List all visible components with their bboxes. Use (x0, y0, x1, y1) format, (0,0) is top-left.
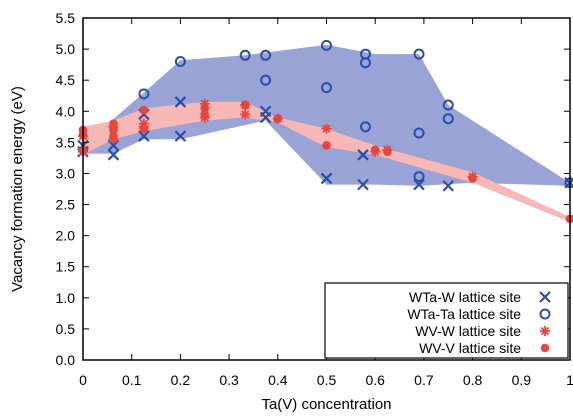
x-axis-label: Ta(V) concentration (261, 396, 391, 413)
point-s1-2 (239, 49, 251, 61)
legend-marker-1 (539, 308, 551, 320)
point-s3-5 (109, 119, 118, 129)
data-markers (77, 39, 573, 224)
x-tick-label-1: 0.1 (122, 372, 142, 388)
point-s1-6 (321, 82, 332, 94)
y-tick-label-0: 0.0 (56, 352, 76, 368)
point-s1-0 (138, 88, 150, 100)
point-s3-7 (139, 105, 149, 115)
x-tick-label-7: 0.7 (414, 372, 434, 388)
point-s3-4 (109, 125, 118, 135)
point-s3-6 (139, 124, 149, 133)
point-s0-2 (107, 149, 120, 161)
point-s1-1 (174, 56, 186, 68)
y-tick-label-6: 3.0 (56, 165, 76, 181)
point-s1-10 (413, 48, 425, 60)
legend-label-2: WV-W lattice site (415, 323, 521, 339)
point-s2-11 (321, 123, 332, 134)
point-s0-10-stroke-b (320, 172, 333, 185)
y-tick-label-1: 0.5 (56, 321, 76, 337)
series-3 (78, 100, 573, 224)
point-s3-14 (383, 147, 392, 156)
point-s1-3 (260, 49, 272, 61)
point-s1-5 (321, 39, 332, 51)
legend-marker-3 (540, 343, 550, 353)
point-s2-11-ray-3 (322, 124, 331, 133)
point-s0-6-stroke-b (174, 130, 187, 142)
point-s0-11-stroke-b (357, 178, 369, 191)
point-s2-8-ray-3 (240, 110, 250, 119)
x-tick-label-4: 0.4 (268, 372, 288, 388)
point-s3-12 (322, 141, 331, 150)
point-s1-13 (442, 99, 454, 111)
point-s0-4 (138, 130, 150, 142)
point-s3-9 (200, 103, 210, 113)
point-s3-15 (468, 174, 477, 183)
legend-marker-0 (539, 291, 551, 303)
point-s1-12 (413, 171, 425, 183)
point-s0-9-stroke-b (259, 105, 272, 118)
y-tick-label-10: 5.0 (56, 41, 76, 57)
point-s1-11 (413, 127, 425, 139)
point-s0-12 (357, 149, 369, 161)
x-tick-label-0: 0 (79, 372, 87, 388)
tick-labels: 0 0.1 0.2 0.3 0.4 0.5 0.6 0.7 0.8 0.9 1 0.0 0.5 1.0 1.… (56, 10, 573, 388)
point-s0-11 (357, 178, 369, 191)
point-s3-10 (240, 100, 250, 110)
point-s0-12-stroke-b (357, 149, 369, 161)
point-s0-13-stroke-b (413, 178, 425, 191)
point-s1-8 (359, 57, 371, 69)
x-tick-label-3: 0.3 (219, 372, 239, 388)
legend-marker-2-ray-3 (540, 326, 550, 336)
y-axis-label: Vacancy formation energy (eV) (9, 86, 26, 292)
point-s3-8 (200, 110, 210, 119)
point-s0-6 (174, 130, 187, 142)
x-tick-label-10: 1 (566, 372, 573, 388)
x-tick-label-6: 0.6 (365, 372, 385, 388)
y-tick-label-4: 2.0 (56, 228, 76, 244)
point-s3-3 (109, 131, 118, 141)
point-s1-9 (359, 121, 371, 133)
legend-label-1: WTa-Ta lattice site (407, 306, 521, 322)
point-s0-7-stroke-b (174, 96, 187, 108)
uncertainty-bands (83, 44, 570, 222)
point-s3-13 (370, 145, 380, 155)
point-s1-14 (442, 113, 454, 125)
y-tick-label-8: 4.0 (56, 103, 76, 119)
y-tick-label-3: 1.5 (56, 259, 76, 275)
point-s0-14-stroke-b (442, 180, 455, 192)
legend-label-3: WV-V lattice site (419, 340, 521, 356)
point-s0-4-stroke-b (138, 130, 150, 142)
point-s0-2-stroke-b (107, 149, 120, 161)
legend-box (324, 282, 569, 359)
x-tick-label-9: 0.9 (512, 372, 532, 388)
point-s0-13 (413, 178, 425, 191)
x-tick-label-8: 0.8 (463, 372, 483, 388)
y-tick-label-7: 3.5 (56, 134, 76, 150)
y-tick-label-11: 5.5 (56, 10, 76, 26)
band-1 (83, 101, 570, 222)
point-s1-4 (260, 74, 272, 86)
point-s0-14 (442, 180, 455, 192)
point-s0-7 (174, 96, 187, 108)
point-s0-10 (320, 172, 333, 185)
y-tick-label-2: 1.0 (56, 290, 76, 306)
point-s0-9 (259, 105, 272, 118)
y-tick-label-5: 2.5 (56, 197, 76, 213)
legend-marker-2 (540, 326, 550, 336)
legend-label-0: WTa-W lattice site (409, 289, 521, 305)
band-0 (83, 44, 570, 186)
series-1 (138, 39, 573, 189)
point-s3-11 (273, 114, 283, 124)
x-tick-label-2: 0.2 (171, 372, 191, 388)
point-s2-8 (240, 109, 251, 120)
x-tick-label-5: 0.5 (317, 372, 337, 388)
legend-marker-0-stroke-b (539, 291, 551, 303)
y-tick-label-9: 4.5 (56, 72, 76, 88)
